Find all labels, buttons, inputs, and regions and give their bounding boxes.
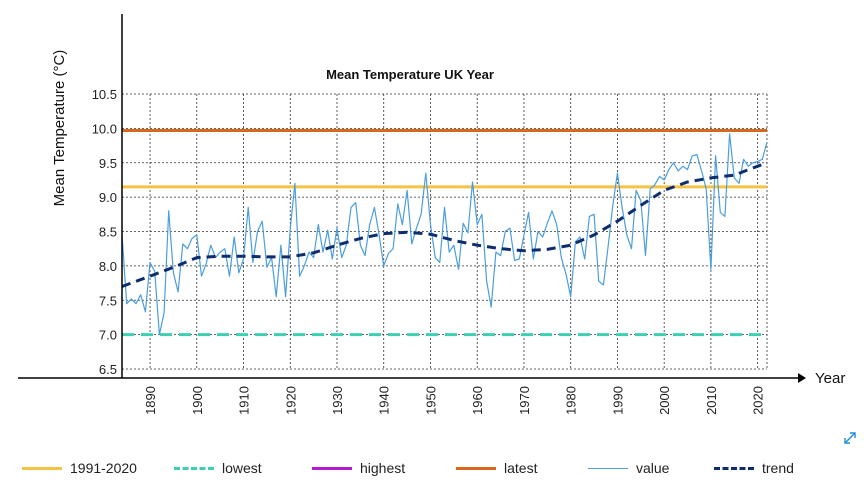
legend-swatch-icon	[22, 466, 62, 470]
x-tick-label: 1950	[423, 386, 438, 415]
y-tick-label: 6.5	[99, 362, 117, 377]
x-tick-label: 1920	[283, 386, 298, 415]
y-tick-label: 9.5	[99, 156, 117, 171]
legend-item-lowest[interactable]: lowest	[174, 458, 262, 478]
x-tick-labels: 1890 1900 1910 1920 1930 1940 1950 1960 1970 1980…	[143, 386, 766, 415]
legend-swatch-icon	[312, 466, 352, 470]
axes	[18, 14, 806, 383]
legend: 1991-2020 lowest highest latest value trend	[0, 452, 864, 482]
legend-item-latest[interactable]: latest	[456, 458, 537, 478]
y-tick-label: 10.0	[92, 121, 117, 136]
x-tick-label: 1930	[330, 386, 345, 415]
series-lines	[121, 133, 768, 336]
legend-swatch-icon	[714, 466, 754, 470]
reference-lines	[122, 128, 767, 337]
x-tick-label: 1900	[190, 386, 205, 415]
legend-label: highest	[360, 460, 406, 476]
y-tick-label: 9.0	[99, 190, 117, 205]
x-tick-label: 1890	[143, 386, 158, 415]
x-tick-label: 2010	[704, 386, 719, 415]
expand-button[interactable]	[836, 424, 864, 452]
x-tick-label: 2020	[751, 386, 766, 415]
grid-lines	[122, 93, 768, 370]
series-line-value	[121, 133, 768, 336]
legend-item-highest[interactable]: highest	[312, 458, 405, 478]
legend-label: 1991-2020	[70, 460, 137, 476]
y-axis-label: Mean Temperature (°C)	[51, 50, 68, 207]
legend-swatch-icon	[456, 466, 496, 470]
legend-label: value	[636, 460, 670, 476]
chart-canvas: 6.5 7.0 7.5 8.0 8.5 9.0 9.5 10.0 10.5 1890 1900 19…	[18, 14, 845, 415]
legend-label: lowest	[222, 460, 262, 476]
legend-item-trend[interactable]: trend	[714, 458, 794, 478]
expand-arrows-icon	[844, 432, 856, 444]
y-tick-label: 10.5	[92, 87, 117, 102]
x-tick-label: 1980	[564, 386, 579, 415]
x-tick-label: 1940	[377, 386, 392, 415]
y-tick-labels: 6.5 7.0 7.5 8.0 8.5 9.0 9.5 10.0 10.5	[92, 87, 117, 377]
series-line-trend	[121, 161, 768, 288]
legend-swatch-icon	[588, 467, 628, 469]
legend-item-value[interactable]: value	[588, 458, 669, 478]
x-tick-label: 2000	[657, 386, 672, 415]
chart-title: Mean Temperature UK Year	[326, 67, 494, 82]
y-tick-label: 7.5	[99, 293, 117, 308]
x-tick-label: 1990	[610, 386, 625, 415]
y-tick-label: 7.0	[99, 328, 117, 343]
legend-label: trend	[762, 460, 794, 476]
x-tick-label: 1960	[470, 386, 485, 415]
y-tick-label: 8.5	[99, 225, 117, 240]
x-tick-label: 1970	[517, 386, 532, 415]
x-axis-arrowhead	[798, 373, 806, 383]
y-tick-label: 8.0	[99, 259, 117, 274]
legend-swatch-icon	[174, 466, 214, 470]
x-axis-label: Year	[815, 370, 845, 387]
legend-label: latest	[504, 460, 538, 476]
x-tick-label: 1910	[237, 386, 252, 415]
legend-item-1991-2020[interactable]: 1991-2020	[22, 458, 137, 478]
